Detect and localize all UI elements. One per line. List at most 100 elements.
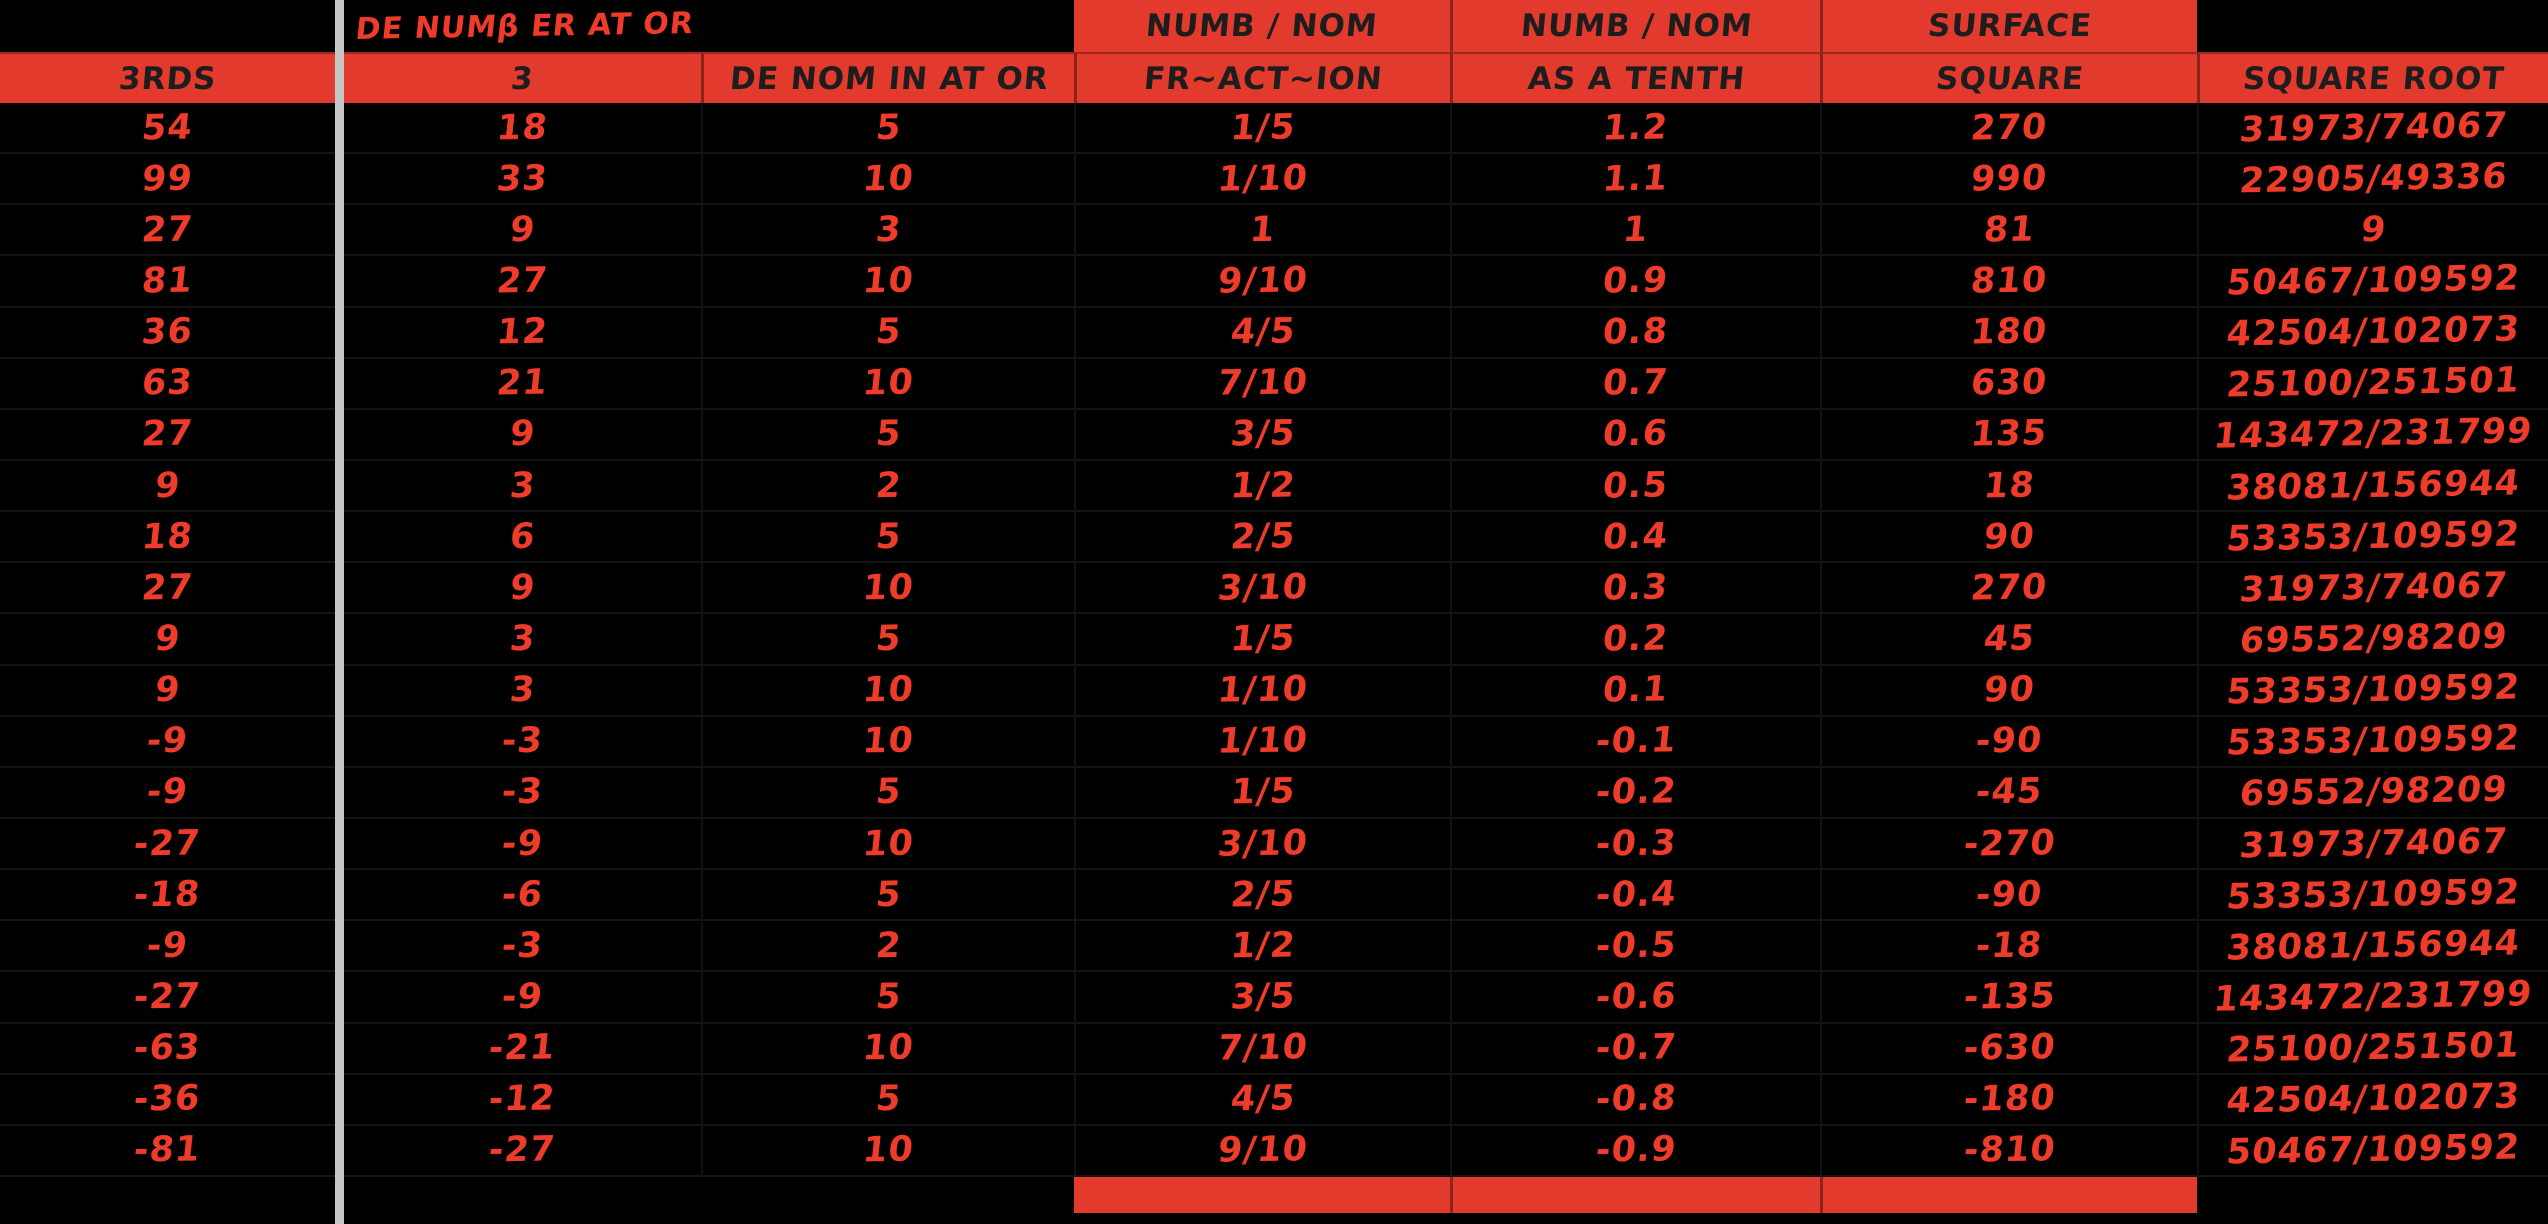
cell-fraction-row-12[interactable]: 1/10: [1074, 665, 1450, 717]
cell-numerator-row-14[interactable]: -3: [344, 767, 701, 819]
cell-square-row-2[interactable]: 990: [1820, 154, 2197, 206]
cell-sqrt-row-15[interactable]: 31973/74067: [2197, 818, 2548, 871]
cell-fraction-row-14[interactable]: 1/5: [1074, 767, 1450, 819]
cell-numerator-row-11[interactable]: 3: [344, 614, 701, 666]
cell-square-row-12[interactable]: 90: [1820, 665, 2197, 717]
cell-denominator-row-2[interactable]: 10: [701, 154, 1074, 206]
header-denominator[interactable]: DE NOM IN AT OR: [701, 52, 1074, 103]
cell-fraction-row-7[interactable]: 3/5: [1074, 409, 1450, 461]
cell-thirds-row-16[interactable]: -18: [0, 870, 335, 922]
cell-sqrt-row-10[interactable]: 31973/74067: [2197, 563, 2548, 615]
cell-numerator-row-18[interactable]: -9: [344, 972, 701, 1024]
header-top-square[interactable]: SURFACE: [1820, 0, 2197, 52]
cell-tenth-row-10[interactable]: 0.3: [1450, 563, 1820, 615]
cell-tenth-row-5[interactable]: 0.8: [1450, 307, 1820, 359]
cell-denominator-row-17[interactable]: 2: [701, 921, 1074, 973]
cell-sqrt-row-20[interactable]: 42504/102073: [2197, 1074, 2548, 1126]
cell-denominator-row-3[interactable]: 3: [701, 205, 1074, 257]
header-thirds[interactable]: 3RDS: [0, 52, 335, 103]
cell-square-row-17[interactable]: -18: [1820, 921, 2197, 973]
cell-square-row-5[interactable]: 180: [1820, 307, 2197, 359]
cell-numerator-row-15[interactable]: -9: [344, 818, 701, 871]
cell-sqrt-row-4[interactable]: 50467/109592: [2197, 256, 2548, 308]
cell-sqrt-row-11[interactable]: 69552/98209: [2197, 614, 2548, 666]
cell-sqrt-row-12[interactable]: 53353/109592: [2197, 665, 2548, 717]
cell-tenth-row-20[interactable]: -0.8: [1450, 1074, 1820, 1126]
cell-numerator-row-13[interactable]: -3: [344, 716, 701, 768]
cell-fraction-row-20[interactable]: 4/5: [1074, 1074, 1450, 1126]
cell-fraction-row-5[interactable]: 4/5: [1074, 307, 1450, 359]
cell-numerator-row-21[interactable]: -27: [344, 1125, 701, 1177]
cell-denominator-row-19[interactable]: 10: [701, 1023, 1074, 1075]
header-sqrt[interactable]: SQUARE ROOT: [2197, 52, 2548, 103]
cell-tenth-row-7[interactable]: 0.6: [1450, 409, 1820, 461]
cell-denominator-row-10[interactable]: 10: [701, 563, 1074, 615]
cell-sqrt-row-21[interactable]: 50467/109592: [2197, 1125, 2548, 1177]
cell-tenth-row-9[interactable]: 0.4: [1450, 512, 1820, 564]
cell-denominator-row-18[interactable]: 5: [701, 972, 1074, 1024]
cell-tenth-row-2[interactable]: 1.1: [1450, 154, 1820, 206]
cell-denominator-row-7[interactable]: 5: [701, 409, 1074, 461]
cell-fraction-row-4[interactable]: 9/10: [1074, 256, 1450, 308]
cell-tenth-row-1[interactable]: 1.2: [1450, 103, 1820, 155]
cell-thirds-row-13[interactable]: -9: [0, 716, 335, 768]
header-fraction[interactable]: FR~ACT~ION: [1074, 52, 1450, 103]
cell-thirds-row-20[interactable]: -36: [0, 1074, 335, 1126]
cell-fraction-row-15[interactable]: 3/10: [1074, 818, 1450, 871]
cell-sqrt-row-18[interactable]: 143472/231799: [2197, 972, 2548, 1024]
cell-thirds-row-10[interactable]: 27: [0, 563, 335, 615]
cell-sqrt-row-1[interactable]: 31973/74067: [2197, 103, 2548, 155]
cell-numerator-row-16[interactable]: -6: [344, 870, 701, 922]
cell-sqrt-row-3[interactable]: 9: [2197, 205, 2548, 257]
cell-tenth-row-8[interactable]: 0.5: [1450, 460, 1820, 513]
header-top-denominator[interactable]: [701, 0, 1074, 52]
cell-numerator-row-17[interactable]: -3: [344, 921, 701, 973]
cell-thirds-row-18[interactable]: -27: [0, 972, 335, 1024]
cell-fraction-row-13[interactable]: 1/10: [1074, 716, 1450, 768]
cell-fraction-row-8[interactable]: 1/2: [1074, 460, 1450, 513]
cell-fraction-row-2[interactable]: 1/10: [1074, 154, 1450, 206]
cell-tenth-row-11[interactable]: 0.2: [1450, 614, 1820, 666]
cell-denominator-row-15[interactable]: 10: [701, 818, 1074, 871]
cell-numerator-row-5[interactable]: 12: [344, 307, 701, 359]
header-square[interactable]: SQUARE: [1820, 52, 2197, 103]
cell-tenth-row-21[interactable]: -0.9: [1450, 1125, 1820, 1177]
header-top-sqrt[interactable]: [2197, 0, 2548, 52]
cell-square-row-6[interactable]: 630: [1820, 358, 2197, 410]
cell-square-row-15[interactable]: -270: [1820, 818, 2197, 871]
cell-numerator-row-3[interactable]: 9: [344, 205, 701, 257]
cell-numerator-row-6[interactable]: 21: [344, 358, 701, 410]
cell-sqrt-row-6[interactable]: 25100/251501: [2197, 358, 2548, 410]
cell-fraction-row-6[interactable]: 7/10: [1074, 358, 1450, 410]
cell-square-row-16[interactable]: -90: [1820, 870, 2197, 922]
cell-numerator-row-8[interactable]: 3: [344, 460, 701, 513]
cell-square-row-11[interactable]: 45: [1820, 614, 2197, 666]
cell-fraction-row-16[interactable]: 2/5: [1074, 870, 1450, 922]
cell-denominator-row-5[interactable]: 5: [701, 307, 1074, 359]
header-numerator[interactable]: 3: [344, 52, 701, 103]
cell-numerator-row-19[interactable]: -21: [344, 1023, 701, 1075]
cell-sqrt-row-9[interactable]: 53353/109592: [2197, 512, 2548, 564]
cell-thirds-row-3[interactable]: 27: [0, 205, 335, 257]
cell-fraction-row-9[interactable]: 2/5: [1074, 512, 1450, 564]
cell-sqrt-row-16[interactable]: 53353/109592: [2197, 870, 2548, 922]
cell-sqrt-row-2[interactable]: 22905/49336: [2197, 154, 2548, 206]
cell-thirds-row-8[interactable]: 9: [0, 460, 335, 513]
cell-denominator-row-20[interactable]: 5: [701, 1074, 1074, 1126]
cell-tenth-row-18[interactable]: -0.6: [1450, 972, 1820, 1024]
cell-fraction-row-11[interactable]: 1/5: [1074, 614, 1450, 666]
cell-numerator-row-9[interactable]: 6: [344, 512, 701, 564]
cell-denominator-row-14[interactable]: 5: [701, 767, 1074, 819]
cell-square-row-3[interactable]: 81: [1820, 205, 2197, 257]
cell-thirds-row-15[interactable]: -27: [0, 818, 335, 871]
cell-thirds-row-7[interactable]: 27: [0, 409, 335, 461]
cell-denominator-row-4[interactable]: 10: [701, 256, 1074, 308]
header-top-numerator[interactable]: DE NUMβ ER AT OR: [344, 0, 701, 52]
cell-tenth-row-4[interactable]: 0.9: [1450, 256, 1820, 308]
cell-sqrt-row-13[interactable]: 53353/109592: [2197, 716, 2548, 768]
cell-thirds-row-11[interactable]: 9: [0, 614, 335, 666]
cell-tenth-row-3[interactable]: 1: [1450, 205, 1820, 257]
cell-thirds-row-6[interactable]: 63: [0, 358, 335, 410]
cell-square-row-18[interactable]: -135: [1820, 972, 2197, 1024]
cell-numerator-row-1[interactable]: 18: [344, 103, 701, 155]
